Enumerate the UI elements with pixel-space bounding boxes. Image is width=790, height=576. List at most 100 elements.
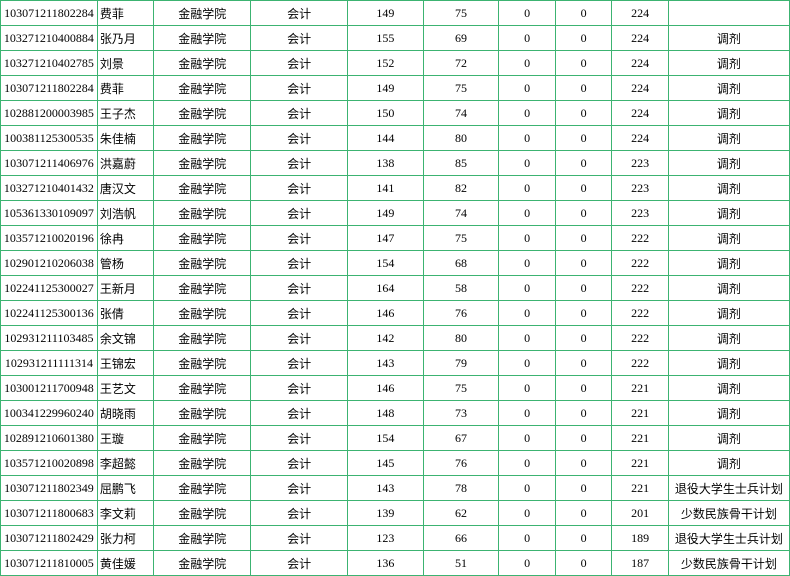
cell-id: 102891210601380 xyxy=(1,426,98,451)
cell-college: 金融学院 xyxy=(154,51,251,76)
cell-score_d: 0 xyxy=(555,451,612,476)
cell-score_d: 0 xyxy=(555,251,612,276)
cell-major: 会计 xyxy=(251,501,348,526)
cell-name: 管杨 xyxy=(97,251,154,276)
cell-major: 会计 xyxy=(251,276,348,301)
cell-score_c: 0 xyxy=(499,376,556,401)
cell-name: 屈鹏飞 xyxy=(97,476,154,501)
cell-score_c: 0 xyxy=(499,551,556,576)
cell-score_b: 85 xyxy=(423,151,499,176)
cell-college: 金融学院 xyxy=(154,126,251,151)
cell-name: 余文锦 xyxy=(97,326,154,351)
cell-id: 103071211802429 xyxy=(1,526,98,551)
cell-id: 103571210020898 xyxy=(1,451,98,476)
cell-remark xyxy=(668,1,789,26)
cell-score_b: 69 xyxy=(423,26,499,51)
cell-score_a: 155 xyxy=(348,26,424,51)
cell-name: 徐冉 xyxy=(97,226,154,251)
cell-id: 102241125300136 xyxy=(1,301,98,326)
cell-college: 金融学院 xyxy=(154,201,251,226)
cell-total: 224 xyxy=(612,101,669,126)
cell-major: 会计 xyxy=(251,251,348,276)
cell-name: 张力柯 xyxy=(97,526,154,551)
cell-score_b: 74 xyxy=(423,201,499,226)
cell-score_c: 0 xyxy=(499,476,556,501)
cell-score_b: 79 xyxy=(423,351,499,376)
table-row: 103571210020196徐冉金融学院会计1477500222调剂 xyxy=(1,226,790,251)
cell-score_a: 143 xyxy=(348,351,424,376)
cell-remark: 调剂 xyxy=(668,26,789,51)
cell-name: 朱佳楠 xyxy=(97,126,154,151)
cell-score_b: 80 xyxy=(423,126,499,151)
cell-remark: 少数民族骨干计划 xyxy=(668,551,789,576)
cell-id: 103071211810005 xyxy=(1,551,98,576)
cell-score_a: 149 xyxy=(348,76,424,101)
cell-score_d: 0 xyxy=(555,51,612,76)
cell-major: 会计 xyxy=(251,26,348,51)
cell-score_c: 0 xyxy=(499,201,556,226)
cell-score_d: 0 xyxy=(555,76,612,101)
cell-score_a: 154 xyxy=(348,251,424,276)
cell-score_c: 0 xyxy=(499,326,556,351)
cell-total: 187 xyxy=(612,551,669,576)
cell-name: 王艺文 xyxy=(97,376,154,401)
cell-id: 103071211802349 xyxy=(1,476,98,501)
table-row: 103271210401432唐汉文金融学院会计1418200223调剂 xyxy=(1,176,790,201)
cell-college: 金融学院 xyxy=(154,401,251,426)
cell-score_c: 0 xyxy=(499,51,556,76)
cell-score_a: 147 xyxy=(348,226,424,251)
cell-score_c: 0 xyxy=(499,126,556,151)
cell-major: 会计 xyxy=(251,551,348,576)
cell-id: 102901210206038 xyxy=(1,251,98,276)
table-row: 103071211802284费菲金融学院会计1497500224 xyxy=(1,1,790,26)
table-row: 103071211406976洪嘉蔚金融学院会计1388500223调剂 xyxy=(1,151,790,176)
cell-score_c: 0 xyxy=(499,426,556,451)
cell-score_d: 0 xyxy=(555,551,612,576)
cell-college: 金融学院 xyxy=(154,1,251,26)
cell-score_a: 149 xyxy=(348,201,424,226)
cell-score_a: 139 xyxy=(348,501,424,526)
cell-score_b: 73 xyxy=(423,401,499,426)
cell-score_d: 0 xyxy=(555,501,612,526)
cell-score_d: 0 xyxy=(555,351,612,376)
cell-name: 王新月 xyxy=(97,276,154,301)
cell-score_a: 145 xyxy=(348,451,424,476)
cell-name: 张乃月 xyxy=(97,26,154,51)
cell-score_b: 82 xyxy=(423,176,499,201)
cell-remark: 调剂 xyxy=(668,401,789,426)
table-row: 102931211111314王锦宏金融学院会计1437900222调剂 xyxy=(1,351,790,376)
cell-score_b: 68 xyxy=(423,251,499,276)
cell-score_b: 75 xyxy=(423,226,499,251)
cell-name: 费菲 xyxy=(97,76,154,101)
cell-id: 102881200003985 xyxy=(1,101,98,126)
cell-college: 金融学院 xyxy=(154,101,251,126)
cell-score_a: 146 xyxy=(348,376,424,401)
cell-remark: 调剂 xyxy=(668,101,789,126)
cell-score_d: 0 xyxy=(555,376,612,401)
cell-score_a: 149 xyxy=(348,1,424,26)
table-row: 103071211802429张力柯金融学院会计1236600189退役大学生士… xyxy=(1,526,790,551)
cell-name: 李文莉 xyxy=(97,501,154,526)
cell-score_a: 138 xyxy=(348,151,424,176)
cell-name: 刘景 xyxy=(97,51,154,76)
cell-score_d: 0 xyxy=(555,101,612,126)
table-row: 103071211810005黄佳媛金融学院会计1365100187少数民族骨干… xyxy=(1,551,790,576)
cell-score_b: 72 xyxy=(423,51,499,76)
cell-id: 103271210400884 xyxy=(1,26,98,51)
cell-score_b: 66 xyxy=(423,526,499,551)
table-row: 102241125300027王新月金融学院会计1645800222调剂 xyxy=(1,276,790,301)
cell-total: 224 xyxy=(612,76,669,101)
cell-college: 金融学院 xyxy=(154,451,251,476)
cell-score_c: 0 xyxy=(499,451,556,476)
cell-total: 223 xyxy=(612,201,669,226)
cell-score_b: 58 xyxy=(423,276,499,301)
cell-remark: 调剂 xyxy=(668,376,789,401)
cell-college: 金融学院 xyxy=(154,251,251,276)
cell-remark: 调剂 xyxy=(668,301,789,326)
cell-total: 221 xyxy=(612,451,669,476)
cell-total: 222 xyxy=(612,251,669,276)
cell-college: 金融学院 xyxy=(154,426,251,451)
cell-score_a: 141 xyxy=(348,176,424,201)
cell-major: 会计 xyxy=(251,476,348,501)
table-row: 103271210400884张乃月金融学院会计1556900224调剂 xyxy=(1,26,790,51)
